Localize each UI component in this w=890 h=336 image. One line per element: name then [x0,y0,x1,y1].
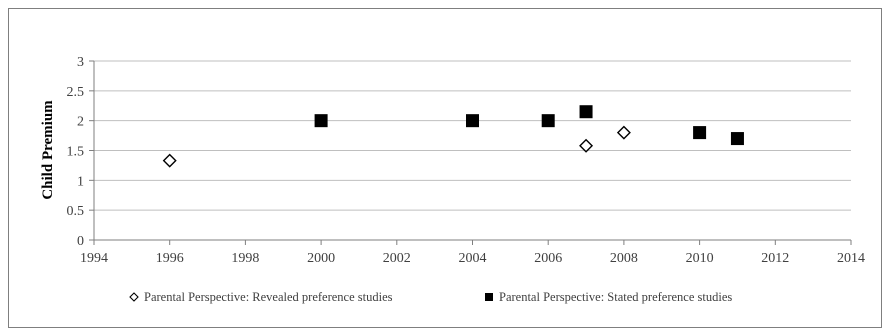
data-point-s0-2 [616,125,631,140]
y-tick-label: 1 [77,174,84,189]
data-point-s1-2 [541,114,555,128]
x-tick-labels: 1994 1996 1998 2000 2002 2004 2006 2008 2010 2012… [80,251,865,266]
x-tick-label: 1996 [156,251,184,266]
data-points [162,105,744,168]
x-tick-label: 2006 [534,251,562,266]
legend: Parental Perspective: Revealed preferenc… [129,290,732,304]
x-tick-label: 1998 [231,251,259,266]
data-point-s1-5 [730,132,744,146]
data-point-s1-0 [314,114,328,128]
gridlines [94,60,851,211]
data-point-s0-1 [579,138,594,153]
y-tick-label: 1.5 [67,145,85,160]
x-tick-label: 2008 [610,251,638,266]
data-point-s0-0 [162,153,177,168]
x-tick-label: 2014 [837,251,865,266]
axes [89,60,852,245]
x-tick-label: 1994 [80,251,108,266]
x-tick-label: 2010 [686,251,714,266]
y-tick-label: 2.5 [67,85,85,100]
x-tick-label: 2012 [761,251,789,266]
legend-label: Parental Perspective: Stated preference … [499,290,732,304]
data-point-s1-3 [579,105,593,119]
y-tick-label: 3 [77,55,84,70]
legend-marker-stated [485,293,493,301]
data-point-s1-4 [693,126,707,140]
x-tick-label: 2002 [383,251,411,266]
y-tick-label: 2 [77,115,84,130]
y-tick-label: 0.5 [67,204,85,219]
y-axis-title: Child Premium [40,100,56,200]
x-tick-label: 2000 [307,251,335,266]
legend-label: Parental Perspective: Revealed preferenc… [144,290,393,304]
y-tick-labels: 0 0.5 1 1.5 2 2.5 3 [67,55,85,249]
legend-marker-revealed [129,292,139,302]
data-point-s1-1 [466,114,479,128]
x-tick-label: 2004 [459,251,487,266]
y-tick-label: 0 [77,234,84,249]
